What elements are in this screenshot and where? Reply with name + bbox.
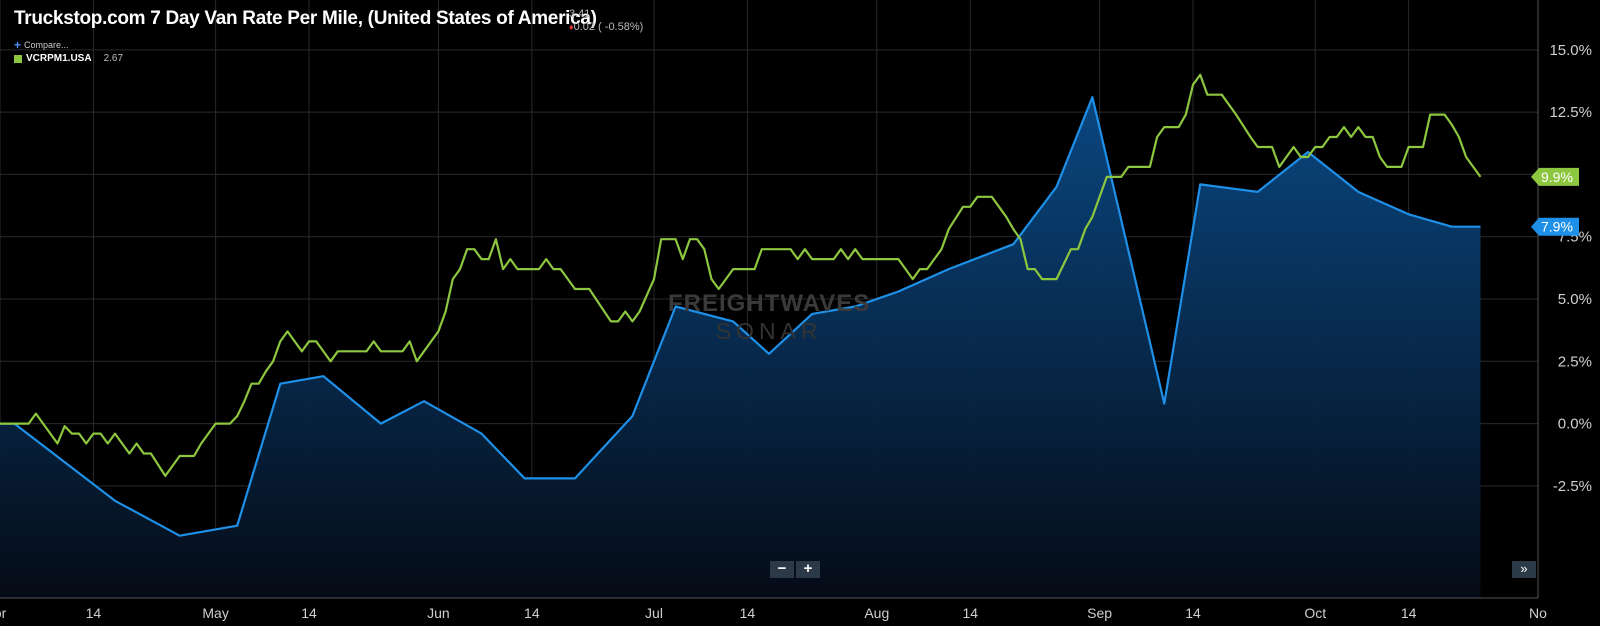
last-value: 3.41 (569, 8, 591, 20)
x-tick-label: Jul (645, 605, 663, 621)
change-readout: ♦0.02 ( -0.58%) (569, 21, 643, 34)
x-tick-label: 14 (1401, 605, 1417, 621)
end-label-text: 7.9% (1541, 219, 1573, 235)
x-tick-label: Oct (1304, 605, 1326, 621)
watermark: FREIGHTWAVES SONAR (668, 290, 870, 345)
watermark-line2: SONAR (715, 318, 823, 344)
x-tick-label: 14 (962, 605, 978, 621)
compare-button[interactable]: + Compare... (14, 37, 123, 52)
y-tick-label: 12.5% (1549, 104, 1592, 121)
fast-forward-button[interactable]: » (1512, 561, 1536, 578)
x-tick-label: 14 (524, 605, 540, 621)
x-tick-label: 14 (1185, 605, 1201, 621)
x-tick-label: May (202, 605, 228, 621)
end-label-tag (1531, 217, 1579, 236)
chart-title: Truckstop.com 7 Day Van Rate Per Mile, (… (14, 8, 597, 29)
series-end-label: 7.9% (1531, 217, 1579, 236)
legend: + Compare... VCRPM1.USA 2.67 (14, 37, 123, 64)
series-end-label: 9.9% (1531, 167, 1579, 186)
x-tick-label: pr (0, 605, 7, 621)
compare-label: Compare... (24, 40, 69, 50)
zoom-controls: − + (770, 561, 820, 578)
down-arrow-icon: ♦ (569, 22, 574, 32)
x-tick-label: No (1529, 605, 1547, 621)
y-tick-label: 2.5% (1558, 353, 1592, 370)
series-swatch (14, 54, 22, 63)
series-area (0, 97, 1481, 598)
change-value: 0.02 ( -0.58%) (573, 21, 644, 33)
x-tick-label: Jun (427, 605, 450, 621)
y-tick-label: 5.0% (1558, 291, 1592, 308)
series-line (0, 73, 1482, 477)
x-tick-label: Sep (1087, 605, 1112, 621)
end-label-tag (1531, 167, 1579, 186)
end-label-text: 9.9% (1541, 169, 1573, 185)
y-tick-label: 0.0% (1558, 416, 1592, 433)
zoom-in-button[interactable]: + (796, 561, 820, 578)
plus-icon: + (14, 37, 22, 52)
x-tick-label: 14 (301, 605, 317, 621)
price-readout: 3.41 ♦0.02 ( -0.58%) (569, 8, 643, 34)
x-tick-label: Aug (864, 605, 889, 621)
y-tick-label: 15.0% (1549, 42, 1592, 59)
x-tick-label: 14 (740, 605, 756, 621)
series-layer (0, 73, 1482, 598)
legend-series[interactable]: VCRPM1.USA 2.67 (14, 53, 123, 64)
watermark-line1: FREIGHTWAVES (668, 290, 871, 317)
y-tick-label: -2.5% (1553, 478, 1592, 495)
zoom-out-button[interactable]: − (770, 561, 794, 578)
series-name: VCRPM1.USA (26, 53, 92, 64)
series-line (0, 96, 1481, 537)
series-value: 2.67 (103, 53, 124, 64)
x-tick-label: 14 (86, 605, 102, 621)
